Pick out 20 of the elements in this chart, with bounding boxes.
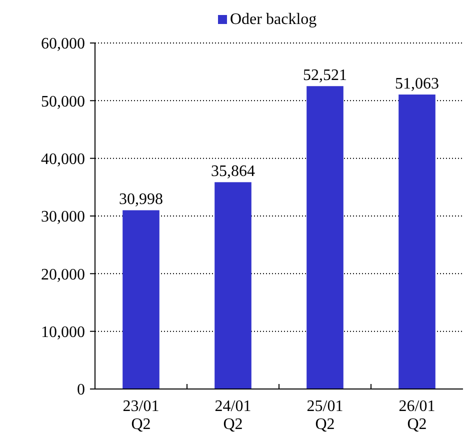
x-tick-label: 24/01 Q2 [214,398,252,433]
data-label: 51,063 [395,76,439,93]
bar [398,94,436,389]
bar [122,210,160,389]
data-label: 35,864 [211,163,255,180]
y-tick-label: 60,000 [41,36,85,53]
y-tick-label: 30,000 [41,208,85,226]
y-tick-label: 0 [77,382,85,399]
bar [306,86,344,389]
legend-label: Oder backlog [230,11,317,28]
x-tick-label: 25/01 Q2 [306,398,344,433]
x-tick-label: 26/01 Q2 [398,398,436,433]
y-tick-label: 50,000 [41,93,85,110]
y-tick-label: 40,000 [41,150,85,168]
y-tick-label: 20,000 [41,266,85,284]
data-label: 52,521 [303,67,347,84]
x-tick-label: 23/01 Q2 [122,398,160,433]
y-tick-label: 10,000 [41,324,85,341]
data-label: 30,998 [119,191,163,208]
bar [214,182,252,389]
